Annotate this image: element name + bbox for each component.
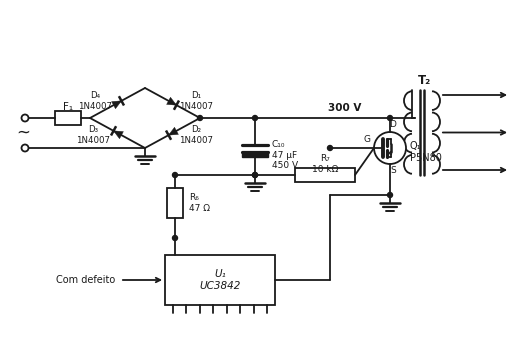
Text: D: D — [389, 120, 396, 129]
Text: R₆
47 Ω: R₆ 47 Ω — [189, 193, 210, 213]
Text: Com defeito: Com defeito — [56, 275, 115, 285]
Text: C₁₀
47 µF
450 V: C₁₀ 47 µF 450 V — [272, 140, 298, 170]
Circle shape — [198, 116, 202, 120]
Text: F₁: F₁ — [63, 102, 73, 112]
Text: D₄
1N4007: D₄ 1N4007 — [79, 91, 112, 111]
Polygon shape — [113, 131, 123, 139]
Circle shape — [387, 193, 393, 197]
Circle shape — [173, 172, 177, 178]
Circle shape — [173, 236, 177, 240]
Text: D₃
1N4007: D₃ 1N4007 — [76, 125, 111, 145]
Bar — [242, 152, 268, 157]
Circle shape — [253, 172, 257, 178]
Text: D₂
1N4007: D₂ 1N4007 — [179, 125, 214, 145]
Text: S: S — [390, 166, 396, 175]
Polygon shape — [168, 127, 178, 135]
Text: G: G — [364, 136, 371, 144]
Polygon shape — [112, 101, 122, 109]
Text: U₁
UC3842: U₁ UC3842 — [199, 269, 241, 291]
Text: ~: ~ — [16, 124, 30, 142]
Circle shape — [253, 116, 257, 120]
Text: 300 V: 300 V — [328, 103, 362, 113]
Circle shape — [21, 144, 29, 151]
Bar — [295, 168, 355, 182]
Bar — [55, 111, 81, 125]
Text: T₂: T₂ — [418, 74, 431, 86]
Text: Q₁
P5N80: Q₁ P5N80 — [410, 141, 442, 163]
Circle shape — [374, 132, 406, 164]
Polygon shape — [166, 97, 176, 105]
Text: R₇
10 kΩ: R₇ 10 kΩ — [312, 154, 338, 174]
Circle shape — [387, 116, 393, 120]
Circle shape — [21, 115, 29, 121]
Bar — [167, 188, 183, 218]
Bar — [165, 255, 275, 305]
Circle shape — [328, 146, 332, 151]
Text: D₁
1N4007: D₁ 1N4007 — [179, 91, 214, 111]
Circle shape — [253, 172, 257, 178]
